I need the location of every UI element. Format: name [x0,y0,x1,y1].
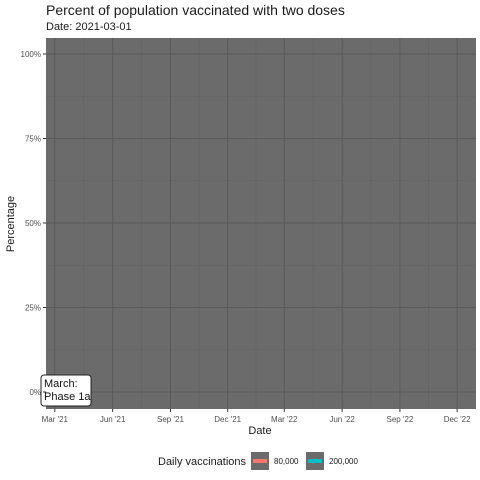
chart-title: Percent of population vaccinated with tw… [46,2,345,18]
x-tick-label: Dec '22 [444,415,471,424]
annotation-box [40,374,92,407]
y-tick-label: 25% [25,304,41,313]
x-tick-label: Jun '21 [100,415,126,424]
y-tick-label: 100% [21,50,41,59]
y-tick-label: 50% [25,219,41,228]
y-tick-label: 75% [25,135,41,144]
legend-entry-label: 80,000 [274,457,299,466]
major-gridlines [46,38,476,409]
y-axis: 0% 25% 50% 75% 100% [21,50,46,397]
x-axis-label: Date [248,425,271,437]
x-tick-label: Mar '22 [271,415,298,424]
annotation-layer: March:Phase 1a [40,374,92,407]
chart-subtitle: Date: 2021-03-01 [46,21,132,33]
legend: Daily vaccinations 80,000 200,000 [158,452,358,470]
x-tick-label: Mar '21 [42,415,69,424]
legend-key [306,452,324,470]
x-tick-label: Sep '22 [386,415,413,424]
legend-entry-label: 200,000 [329,457,358,466]
y-axis-label: Percentage [5,196,17,252]
legend-key [251,452,269,470]
x-tick-label: Sep '21 [157,415,184,424]
annotation-text-line: March: [44,378,78,390]
annotation-label: March:Phase 1a [40,374,92,407]
legend-title: Daily vaccinations [158,456,247,468]
x-tick-label: Jun '22 [329,415,355,424]
x-axis: Mar '21 Jun '21 Sep '21 Dec '21 Mar '22 Jun '… [42,409,471,424]
y-tick-label: 0% [29,388,41,397]
annotation-text-line: Phase 1a [44,391,91,403]
x-tick-label: Dec '21 [214,415,241,424]
